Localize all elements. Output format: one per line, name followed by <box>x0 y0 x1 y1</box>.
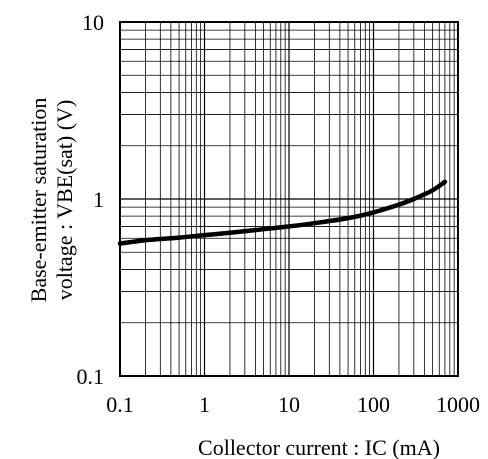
y-tick-label: 1 <box>93 187 104 212</box>
series-line <box>117 179 448 246</box>
x-axis-title: Collector current : IC (mA) <box>198 435 440 459</box>
plot-frame <box>119 21 459 377</box>
y-tick-label: 0.1 <box>77 364 105 389</box>
y-axis-title-line1: Base-emitter saturation <box>26 98 51 303</box>
series-layer <box>117 179 448 246</box>
y-tick-label: 10 <box>82 10 104 35</box>
x-tick-label: 0.1 <box>106 392 134 417</box>
y-axis-title-line2: voltage : VBE(sat) (V) <box>52 100 77 301</box>
x-tick-labels: 0.1 1 10 100 1000 <box>106 392 480 417</box>
x-tick-label: 1000 <box>436 392 480 417</box>
x-tick-label: 1 <box>199 392 210 417</box>
y-tick-labels: 0.1 1 10 <box>77 10 105 389</box>
x-tick-label: 10 <box>278 392 300 417</box>
x-tick-label: 100 <box>357 392 390 417</box>
